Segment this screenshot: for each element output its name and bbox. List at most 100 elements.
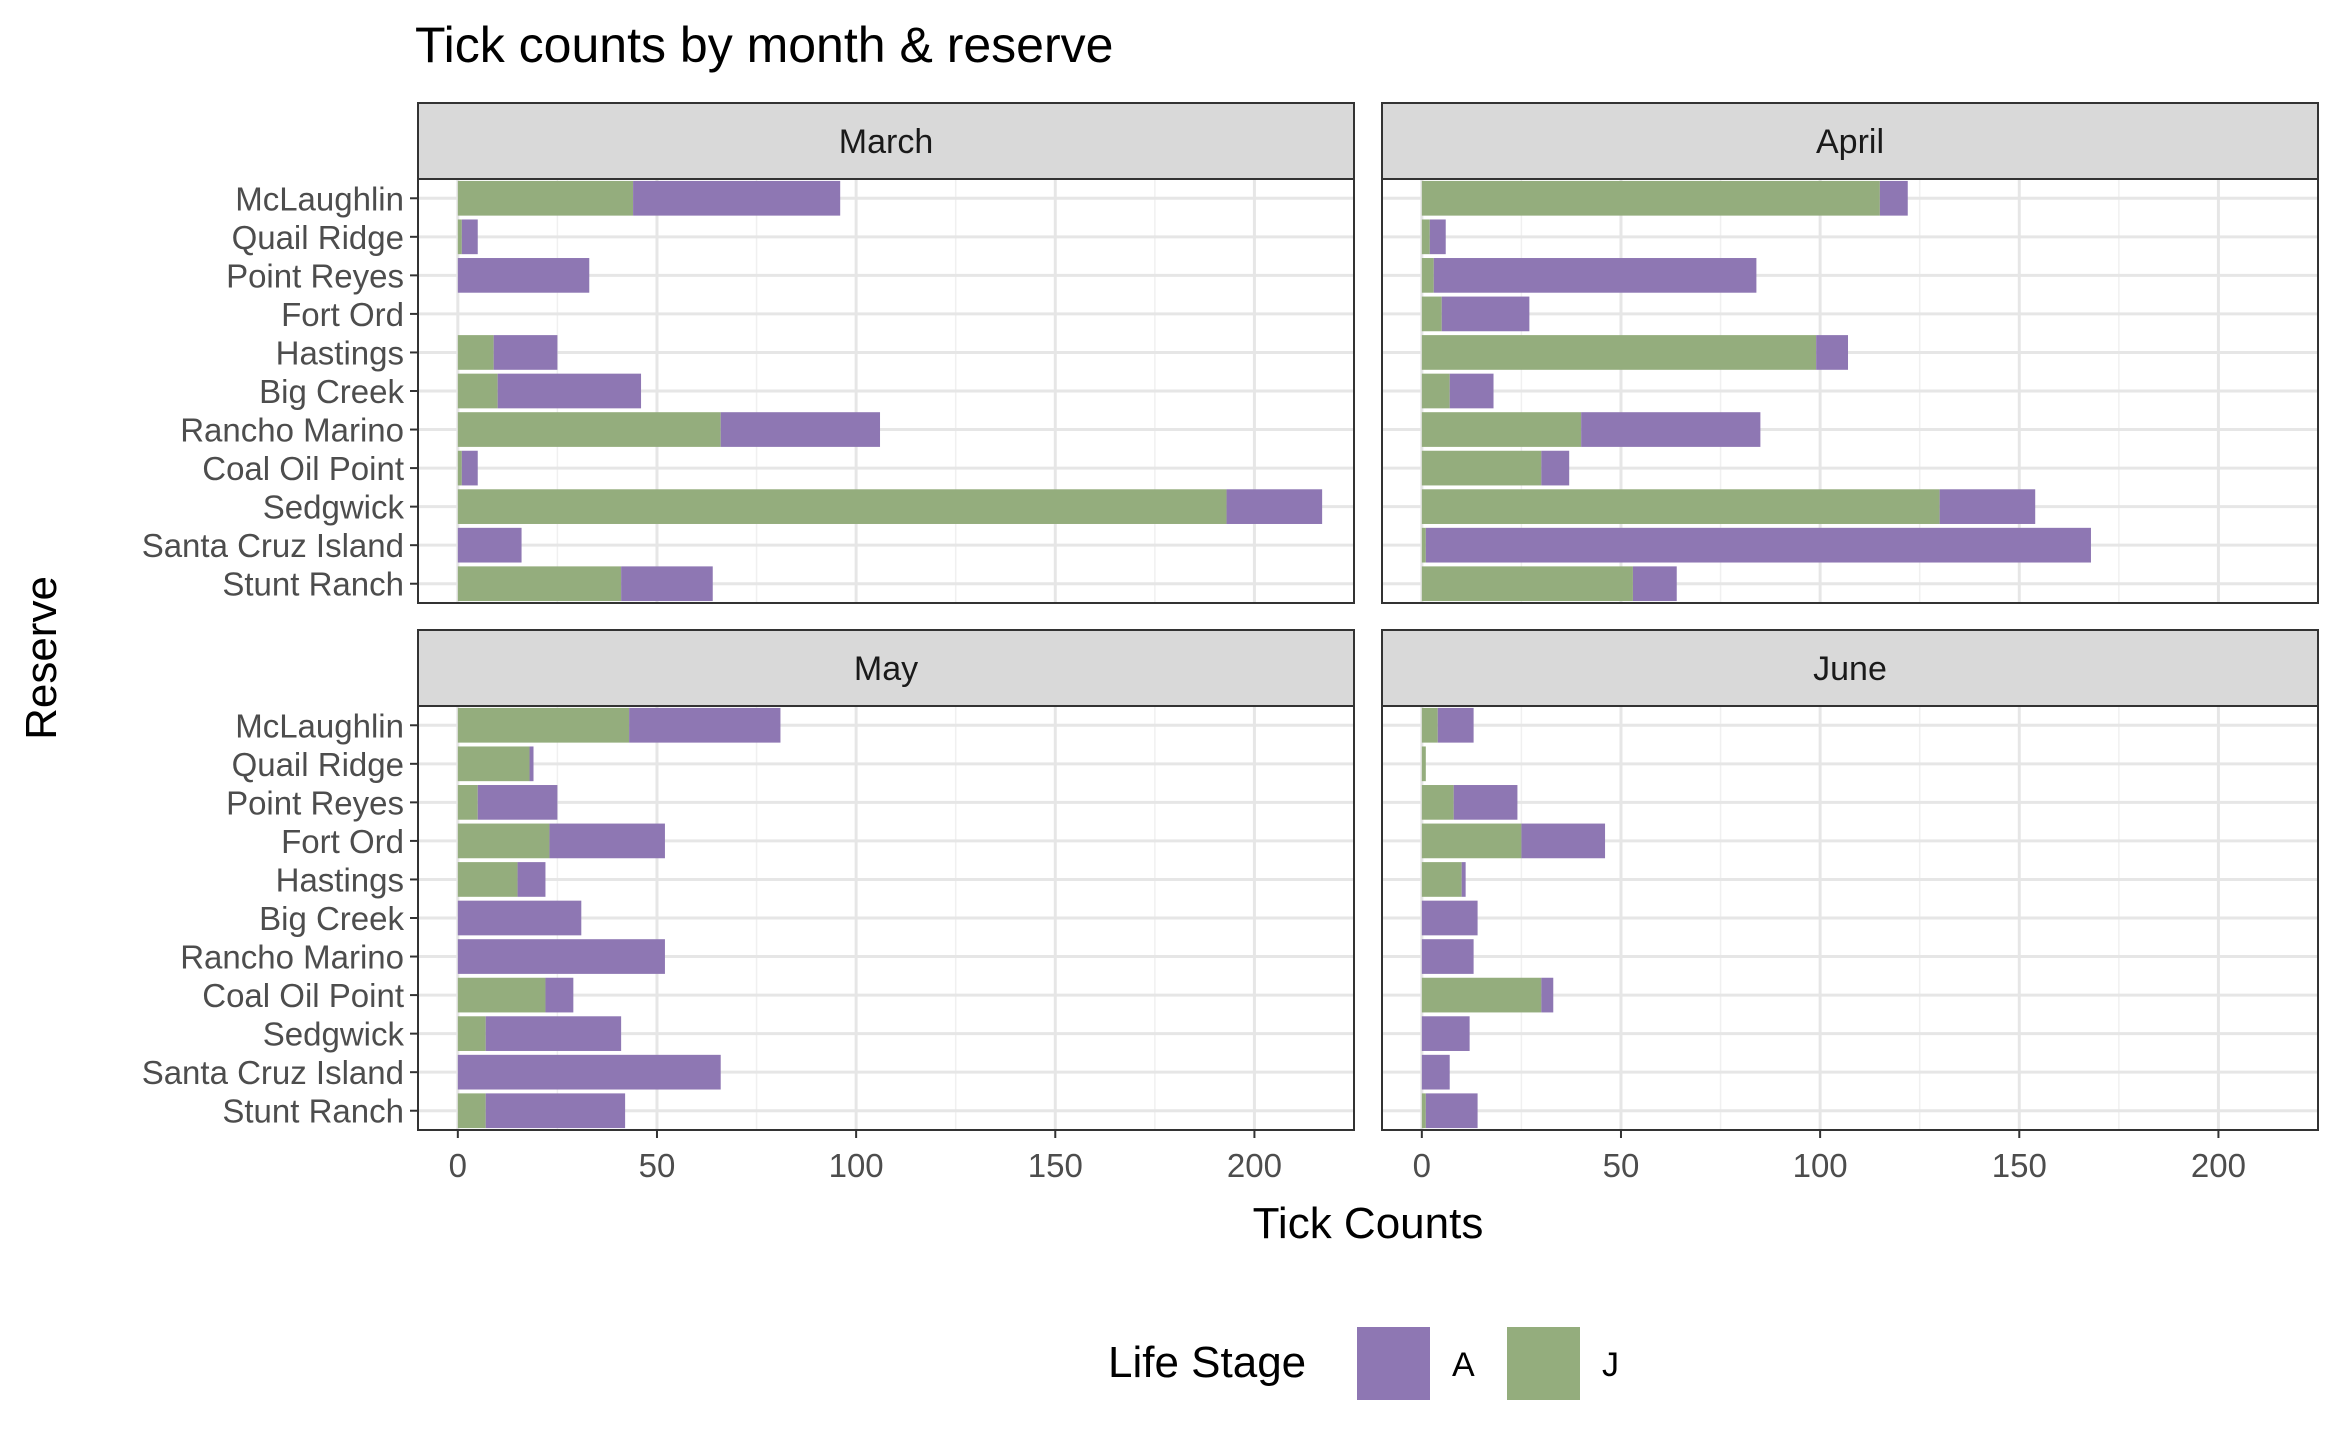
bar-march-hastings-a (493, 335, 558, 370)
bar-april-hastings-a (1816, 335, 1849, 370)
panel-strip-label-june: June (1813, 650, 1887, 688)
x-tick-label-100: 100 (829, 1147, 884, 1184)
bar-june-quail-ridge-j (1421, 746, 1426, 782)
bar-june-hastings-a (1461, 862, 1466, 897)
bar-march-sedgwick-j (457, 489, 1227, 524)
bar-may-quail-ridge-a (529, 746, 534, 782)
legend-title: Life Stage (1108, 1338, 1306, 1387)
bar-june-santa-cruz-island-a (1421, 1054, 1450, 1090)
legend-label-j: J (1602, 1346, 1619, 1384)
y-axis-label: Reserve (17, 576, 66, 740)
bar-march-quail-ridge-j (457, 219, 462, 255)
bar-march-hastings-j (457, 335, 494, 370)
bar-april-santa-cruz-island-j (1421, 527, 1426, 563)
bar-june-sedgwick-a (1421, 1016, 1470, 1051)
y-tick-label-rancho-marino: Rancho Marino (180, 412, 404, 449)
bar-june-coal-oil-point-j (1421, 977, 1542, 1013)
bar-april-mclaughlin-a (1879, 180, 1908, 216)
bar-may-santa-cruz-island-a (457, 1054, 721, 1090)
bar-may-stunt-ranch-j (457, 1093, 486, 1129)
panel-border-june (1381, 705, 2319, 1131)
bar-march-coal-oil-point-a (461, 450, 478, 486)
y-tick-label-stunt-ranch: Stunt Ranch (222, 1093, 404, 1130)
bar-may-sedgwick-a (485, 1016, 622, 1051)
panel-strip-march (417, 102, 1355, 180)
bar-may-big-creek-a (457, 900, 582, 936)
y-tick-label-rancho-marino: Rancho Marino (180, 939, 404, 976)
bar-june-stunt-ranch-j (1421, 1093, 1426, 1129)
bar-march-santa-cruz-island-a (457, 527, 522, 563)
y-tick-label-point-reyes: Point Reyes (226, 257, 404, 294)
bar-april-quail-ridge-a (1429, 219, 1446, 255)
bar-april-sedgwick-a (1939, 489, 2036, 524)
bar-april-rancho-marino-a (1581, 412, 1761, 447)
x-tick-label-0: 0 (1413, 1147, 1431, 1184)
panel-strip-june (1381, 629, 2319, 707)
legend-key-a (1357, 1327, 1430, 1400)
x-tick-label-0: 0 (449, 1147, 467, 1184)
bar-may-quail-ridge-j (457, 746, 530, 782)
bar-april-quail-ridge-j (1421, 219, 1430, 255)
y-tick-label-point-reyes: Point Reyes (226, 784, 404, 821)
bar-april-big-creek-a (1449, 373, 1494, 409)
bar-march-rancho-marino-j (457, 412, 721, 447)
y-tick-label-big-creek: Big Creek (259, 900, 404, 937)
y-tick-label-big-creek: Big Creek (259, 373, 404, 410)
bar-april-coal-oil-point-a (1541, 450, 1570, 486)
chart-title: Tick counts by month & reserve (415, 17, 1113, 73)
bar-march-rancho-marino-a (720, 412, 881, 447)
bar-may-mclaughlin-a (629, 707, 781, 743)
y-tick-label-quail-ridge: Quail Ridge (232, 746, 404, 783)
bar-april-fort-ord-j (1421, 296, 1442, 332)
bar-april-mclaughlin-j (1421, 180, 1880, 216)
bar-april-sedgwick-j (1421, 489, 1940, 524)
legend-key-j (1507, 1327, 1580, 1400)
bar-may-sedgwick-j (457, 1016, 486, 1051)
panel-strip-label-march: March (839, 123, 933, 161)
y-tick-label-stunt-ranch: Stunt Ranch (222, 566, 404, 603)
y-tick-label-hastings: Hastings (276, 861, 404, 898)
y-tick-label-sedgwick: Sedgwick (263, 489, 405, 526)
y-tick-label-santa-cruz-island: Santa Cruz Island (142, 1054, 404, 1091)
bar-april-hastings-j (1421, 335, 1817, 370)
bar-may-point-reyes-a (477, 785, 558, 820)
bar-march-big-creek-a (497, 373, 642, 409)
panel-strip-april (1381, 102, 2319, 180)
y-tick-label-fort-ord: Fort Ord (281, 296, 404, 333)
bar-april-point-reyes-j (1421, 258, 1434, 293)
bar-june-stunt-ranch-a (1425, 1093, 1478, 1129)
bar-march-big-creek-j (457, 373, 498, 409)
bar-may-rancho-marino-a (457, 939, 665, 974)
bar-march-mclaughlin-a (633, 180, 841, 216)
bar-march-stunt-ranch-j (457, 566, 622, 602)
panel-strip-label-may: May (854, 650, 918, 688)
x-tick-label-100: 100 (1793, 1147, 1848, 1184)
bar-june-point-reyes-j (1421, 785, 1454, 820)
panel-border-april (1381, 178, 2319, 604)
bar-march-point-reyes-a (457, 258, 590, 293)
bar-june-rancho-marino-a (1421, 939, 1474, 974)
bar-may-fort-ord-j (457, 823, 550, 859)
x-tick-label-50: 50 (1603, 1147, 1640, 1184)
y-tick-label-coal-oil-point: Coal Oil Point (202, 450, 404, 487)
bar-may-coal-oil-point-j (457, 977, 546, 1013)
bar-may-coal-oil-point-a (545, 977, 574, 1013)
bar-june-coal-oil-point-a (1541, 977, 1554, 1013)
y-tick-label-coal-oil-point: Coal Oil Point (202, 977, 404, 1014)
bar-april-santa-cruz-island-a (1425, 527, 2091, 563)
bar-may-hastings-a (517, 862, 546, 897)
x-tick-label-200: 200 (1227, 1147, 1282, 1184)
bar-april-big-creek-j (1421, 373, 1450, 409)
y-tick-label-sedgwick: Sedgwick (263, 1016, 405, 1053)
bar-april-stunt-ranch-j (1421, 566, 1633, 602)
y-tick-label-mclaughlin: McLaughlin (235, 707, 404, 744)
bar-june-point-reyes-a (1453, 785, 1518, 820)
bar-april-point-reyes-a (1433, 258, 1757, 293)
bar-may-point-reyes-j (457, 785, 478, 820)
bar-june-fort-ord-j (1421, 823, 1522, 859)
y-tick-label-fort-ord: Fort Ord (281, 823, 404, 860)
bar-march-stunt-ranch-a (621, 566, 713, 602)
y-tick-label-santa-cruz-island: Santa Cruz Island (142, 527, 404, 564)
x-tick-label-150: 150 (1992, 1147, 2047, 1184)
